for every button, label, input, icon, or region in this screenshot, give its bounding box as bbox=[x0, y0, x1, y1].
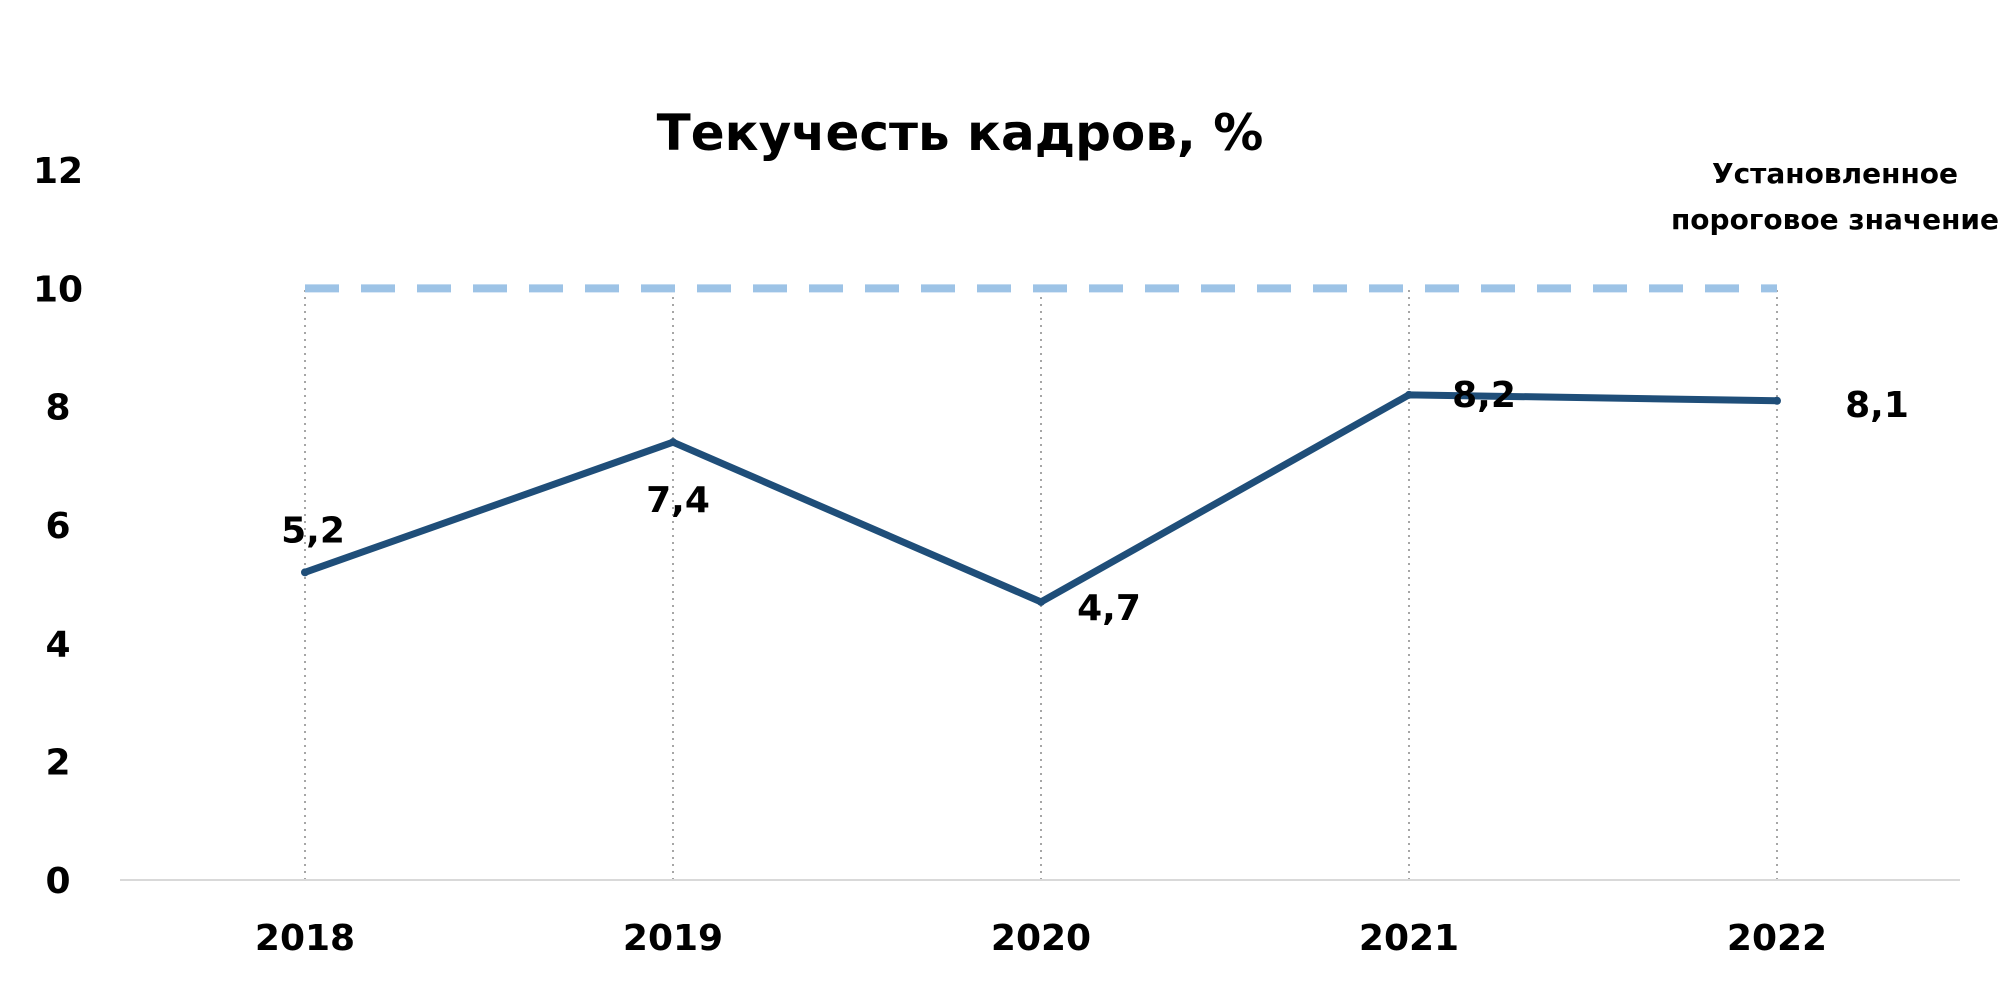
y-tick-label-12: 12 bbox=[33, 151, 83, 192]
data-point-2018 bbox=[301, 568, 309, 577]
threshold-label-line-1: Установленное bbox=[1712, 157, 1958, 190]
data-labels: 5,2 7,4 4,7 8,2 8,1 bbox=[281, 375, 1909, 629]
y-tick-label-4: 4 bbox=[45, 624, 70, 665]
series-group bbox=[301, 390, 1781, 606]
data-label-2020: 4,7 bbox=[1077, 588, 1141, 629]
axes: 0 2 4 6 8 10 12 2018 2019 2020 2021 2022 bbox=[33, 151, 1960, 959]
data-label-2019: 7,4 bbox=[646, 480, 710, 521]
data-label-2021: 8,2 bbox=[1452, 375, 1516, 416]
data-point-2021 bbox=[1405, 390, 1413, 399]
x-tick-label-2018: 2018 bbox=[255, 918, 355, 959]
x-tick-label-2022: 2022 bbox=[1727, 918, 1827, 959]
y-tick-label-6: 6 bbox=[45, 506, 70, 547]
y-tick-label-8: 8 bbox=[45, 388, 70, 429]
x-tick-label-2020: 2020 bbox=[991, 918, 1091, 959]
x-tick-label-2021: 2021 bbox=[1359, 918, 1459, 959]
vertical-gridlines bbox=[304, 290, 1778, 880]
y-tick-label-2: 2 bbox=[45, 743, 70, 784]
y-tick-label-0: 0 bbox=[45, 861, 70, 902]
data-point-2019 bbox=[669, 438, 677, 447]
y-tick-label-10: 10 bbox=[33, 269, 83, 310]
data-label-2018: 5,2 bbox=[281, 510, 345, 551]
threshold-label-line-2: пороговое значение bbox=[1671, 203, 1999, 236]
x-tick-label-2019: 2019 bbox=[623, 918, 723, 959]
data-point-2020 bbox=[1037, 597, 1045, 606]
chart-title: Текучесть кадров, % bbox=[657, 104, 1264, 162]
data-label-2022: 8,1 bbox=[1845, 385, 1909, 426]
data-point-2022 bbox=[1773, 396, 1781, 405]
threshold-line-group: Установленное пороговое значение bbox=[305, 157, 1999, 293]
